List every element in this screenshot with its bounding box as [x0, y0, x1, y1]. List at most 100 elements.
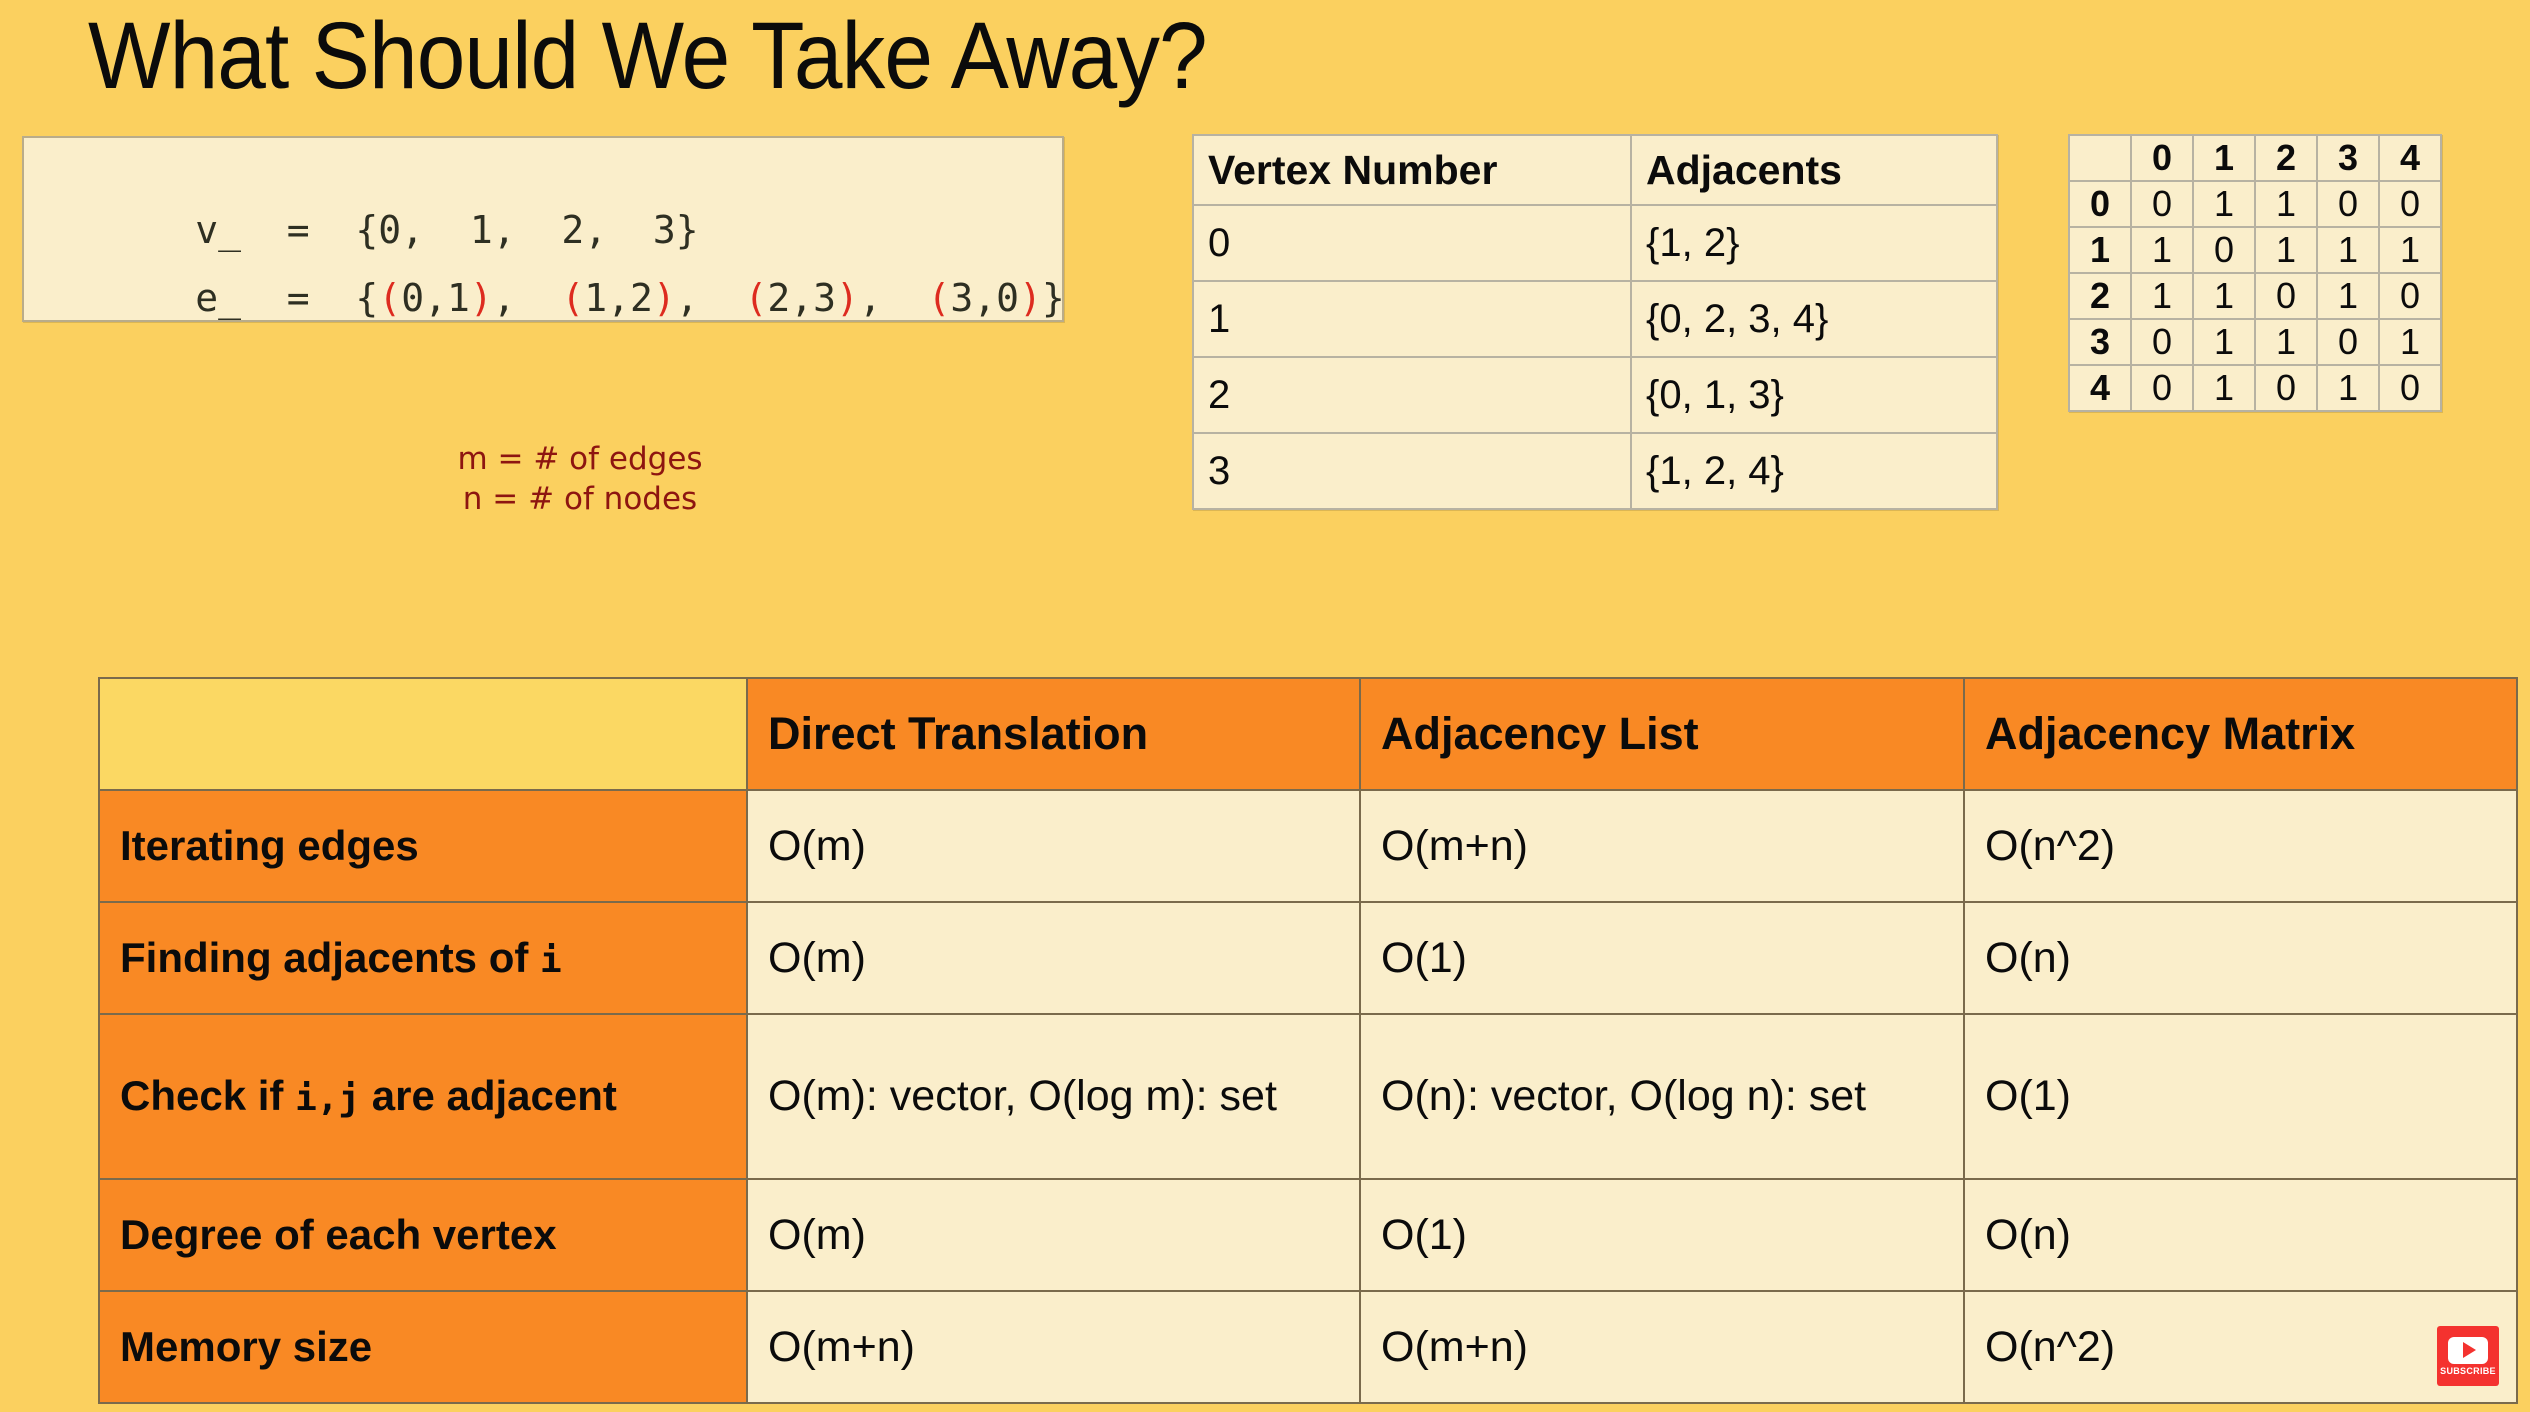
comparison-cell-adjacency-list: O(m+n) — [1359, 789, 1965, 903]
adjacency-matrix-cell: 0 — [2378, 180, 2442, 228]
adjacency-matrix-cell: 1 — [2254, 318, 2318, 366]
row-label-pre: Finding adjacents of — [120, 933, 541, 981]
code-sep-1: , — [492, 276, 562, 320]
youtube-subscribe-button[interactable]: SUBSCRIBE — [2437, 1326, 2499, 1386]
code-close-paren-1: ) — [469, 276, 493, 320]
adjacency-list-adjacents: {1, 2, 4} — [1630, 432, 1998, 510]
adjacency-matrix-table: 0 1 2 3 4 0 0 1 1 0 0 1 1 0 1 1 1 — [2068, 134, 2442, 412]
comparison-col-header-adjacency-list: Adjacency List — [1359, 677, 1965, 791]
row-label-mono: i — [540, 939, 562, 981]
code-sep-2: , — [675, 276, 745, 320]
legend-note: m = # of edges n = # of nodes — [430, 440, 730, 519]
table-row: Check if i,j are adjacent O(m): vector, … — [98, 1013, 2518, 1180]
adjacency-matrix-row-header: 1 — [2068, 226, 2132, 274]
row-label-post: are adjacent — [360, 1072, 617, 1120]
page-title: What Should We Take Away? — [88, 3, 1208, 109]
adjacency-matrix-row-header: 2 — [2068, 272, 2132, 320]
code-close-paren-4: ) — [1019, 276, 1042, 320]
comparison-col-header-direct-translation: Direct Translation — [746, 677, 1361, 791]
play-triangle-icon — [2463, 1342, 2476, 1358]
adjacency-matrix-col-header: 1 — [2192, 134, 2256, 182]
adjacency-matrix-row-header: 3 — [2068, 318, 2132, 366]
adjacency-matrix-row-header: 4 — [2068, 364, 2132, 412]
subscribe-label: SUBSCRIBE — [2440, 1365, 2496, 1376]
code-edges-prefix: e_ = { — [195, 276, 379, 320]
adjacency-matrix-cell: 1 — [2130, 272, 2194, 320]
code-line-vertices: v_ = {0, 1, 2, 3} — [58, 164, 699, 296]
comparison-cell-adjacency-list: O(m+n) — [1359, 1290, 1965, 1404]
comparison-row-header-memory-size: Memory size — [98, 1290, 748, 1404]
comparison-cell-adjacency-list: O(n): vector, O(log n): set — [1359, 1013, 1965, 1180]
adjacency-list-vertex: 3 — [1192, 432, 1632, 510]
code-edges-tail: } — [1041, 276, 1065, 320]
adjacency-matrix-cell: 1 — [2192, 318, 2256, 366]
adjacency-matrix-cell: 0 — [2316, 318, 2380, 366]
adjacency-list-header-vertex: Vertex Number — [1192, 134, 1632, 206]
comparison-col-header-adjacency-matrix: Adjacency Matrix — [1963, 677, 2518, 791]
adjacency-matrix-cell: 1 — [2316, 364, 2380, 412]
adjacency-matrix-header-row: 0 1 2 3 4 — [2068, 134, 2442, 182]
adjacency-matrix-cell: 1 — [2192, 364, 2256, 412]
adjacency-matrix-cell: 1 — [2254, 226, 2318, 274]
adjacency-list-adjacents: {1, 2} — [1630, 204, 1998, 282]
table-row: 0 {1, 2} — [1192, 204, 1998, 282]
code-close-paren-2: ) — [652, 276, 676, 320]
adjacency-matrix-cell: 0 — [2254, 364, 2318, 412]
adjacency-matrix-cell: 0 — [2192, 226, 2256, 274]
adjacency-matrix-cell: 1 — [2316, 272, 2380, 320]
adjacency-matrix-corner — [2068, 134, 2132, 182]
adjacency-list-vertex: 0 — [1192, 204, 1632, 282]
comparison-header-row: Direct Translation Adjacency List Adjace… — [98, 677, 2518, 791]
code-edge-3: 2,3 — [767, 276, 836, 320]
adjacency-list-header-adjacents: Adjacents — [1630, 134, 1998, 206]
adjacency-list-adjacents: {0, 2, 3, 4} — [1630, 280, 1998, 358]
adjacency-matrix-cell: 0 — [2378, 272, 2442, 320]
note-line-nodes: n = # of nodes — [462, 480, 698, 517]
table-row: 3 {1, 2, 4} — [1192, 432, 1998, 510]
adjacency-matrix-cell: 0 — [2130, 364, 2194, 412]
note-line-edges: m = # of edges — [457, 441, 703, 477]
row-label-pre: Memory size — [120, 1322, 373, 1370]
table-row: 2 1 1 0 1 0 — [2068, 272, 2442, 320]
adjacency-matrix-col-header: 3 — [2316, 134, 2380, 182]
adjacency-matrix-cell: 1 — [2316, 226, 2380, 274]
comparison-cell-adjacency-matrix: O(n^2) — [1963, 1290, 2518, 1404]
code-sep-3: , — [858, 276, 928, 320]
adjacency-matrix-cell: 1 — [2130, 226, 2194, 274]
comparison-cell-direct-translation: O(m): vector, O(log m): set — [746, 1013, 1361, 1180]
comparison-cell-adjacency-matrix: O(n) — [1963, 901, 2518, 1015]
comparison-cell-adjacency-list: O(1) — [1359, 901, 1965, 1015]
table-row: 3 0 1 1 0 1 — [2068, 318, 2442, 366]
comparison-cell-adjacency-matrix: O(n) — [1963, 1178, 2518, 1292]
code-edge-4: 3,0 — [950, 276, 1020, 320]
adjacency-matrix-cell: 1 — [2254, 180, 2318, 228]
code-open-paren-1: ( — [378, 276, 402, 320]
code-open-paren-3: ( — [744, 276, 768, 320]
comparison-cell-direct-translation: O(m) — [746, 901, 1361, 1015]
play-icon — [2448, 1336, 2488, 1364]
comparison-cell-direct-translation: O(m+n) — [746, 1290, 1361, 1404]
adjacency-matrix-cell: 0 — [2316, 180, 2380, 228]
table-row: 1 {0, 2, 3, 4} — [1192, 280, 1998, 358]
adjacency-matrix-col-header: 0 — [2130, 134, 2194, 182]
code-edge-2: 1,2 — [584, 276, 653, 320]
adjacency-matrix-cell: 1 — [2378, 318, 2442, 366]
adjacency-matrix-cell: 1 — [2378, 226, 2442, 274]
adjacency-matrix-cell: 1 — [2192, 272, 2256, 320]
comparison-row-header-degree: Degree of each vertex — [98, 1178, 748, 1292]
adjacency-matrix-cell: 0 — [2130, 180, 2194, 228]
code-open-paren-4: ( — [927, 276, 951, 320]
comparison-cell-adjacency-matrix: O(n^2) — [1963, 789, 2518, 903]
row-label-pre: Iterating edges — [120, 821, 419, 869]
adjacency-list-header-row: Vertex Number Adjacents — [1192, 134, 1998, 206]
adjacency-matrix-cell: 0 — [2378, 364, 2442, 412]
table-row: Iterating edges O(m) O(m+n) O(n^2) — [98, 789, 2518, 903]
adjacency-list-adjacents: {0, 1, 3} — [1630, 356, 1998, 434]
adjacency-list-vertex: 2 — [1192, 356, 1632, 434]
code-vertices-text: v_ = {0, 1, 2, 3} — [195, 208, 699, 252]
comparison-row-header-check-adjacent: Check if i,j are adjacent — [98, 1013, 748, 1180]
code-close-paren-3: ) — [835, 276, 859, 320]
code-edge-1: 0,1 — [401, 276, 470, 320]
table-row: 1 1 0 1 1 1 — [2068, 226, 2442, 274]
